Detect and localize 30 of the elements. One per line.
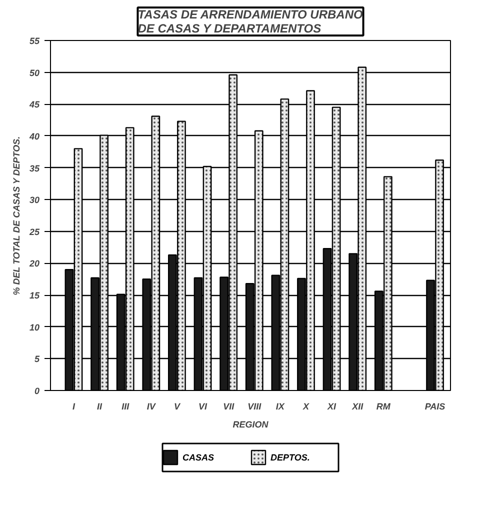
x-tick-label: X: [302, 402, 310, 412]
x-axis-title: REGION: [232, 420, 269, 430]
x-tick-label: IV: [146, 402, 156, 412]
y-tick-label: 10: [29, 322, 40, 332]
legend-label: DEPTOS.: [270, 452, 310, 462]
legend-label: CASAS: [182, 452, 214, 462]
x-tick-label: RM: [376, 402, 391, 412]
x-tick-label: II: [97, 402, 103, 412]
y-tick-label: 45: [28, 100, 40, 110]
x-tick-label: V: [174, 402, 181, 412]
x-tick-label: XII: [351, 402, 364, 412]
y-tick-label: 25: [28, 226, 40, 237]
x-tick-label: III: [122, 402, 130, 412]
y-tick-label: 55: [29, 36, 40, 46]
y-tick-label: 30: [29, 195, 40, 206]
y-tick-label: 5: [34, 354, 40, 364]
y-tick-label: 40: [28, 131, 40, 142]
x-tick-label: IX: [276, 402, 286, 412]
x-tick-label: XI: [326, 402, 337, 412]
x-tick-label: I: [72, 402, 76, 412]
x-tick-label: VI: [198, 402, 208, 412]
y-tick-label: 35: [29, 163, 40, 174]
y-axis-title: % DEL TOTAL DE CASAS Y DEPTOS.: [11, 136, 22, 296]
y-tick-label: 20: [28, 258, 40, 269]
x-tick-label: PAIS: [424, 402, 446, 412]
x-tick-label: VII: [223, 402, 235, 412]
x-tick-label: VIII: [248, 402, 262, 412]
y-tick-label: 0: [34, 386, 40, 396]
y-tick-label: 15: [29, 290, 40, 301]
y-tick-label: 50: [29, 68, 40, 78]
